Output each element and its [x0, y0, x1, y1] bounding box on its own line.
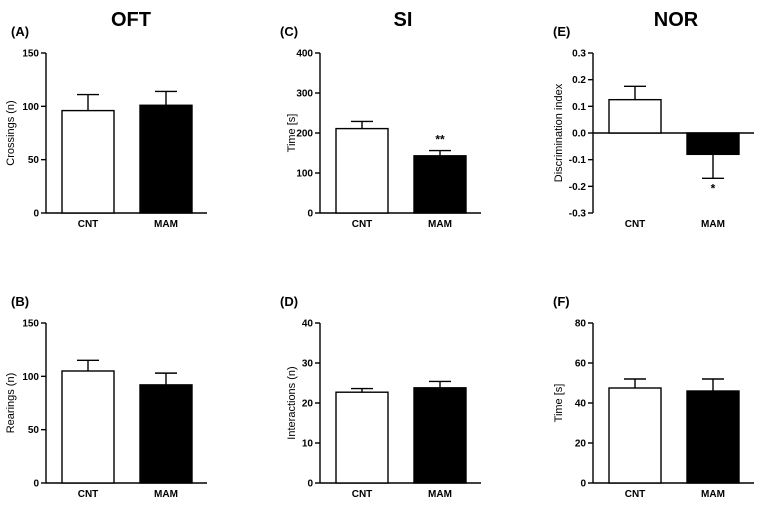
y-tick-label: 150	[22, 319, 39, 330]
y-tick-label: 30	[302, 359, 314, 370]
y-tick-label: 0.1	[572, 102, 586, 113]
y-tick-label: -0.2	[569, 182, 587, 193]
category-label: CNT	[78, 219, 99, 230]
category-label: MAM	[701, 489, 725, 500]
y-tick-label: 40	[575, 399, 587, 410]
bar-mam	[139, 384, 193, 484]
column-title-si: SI	[394, 9, 413, 31]
y-axis-label: Interactions (n)	[286, 366, 298, 439]
y-tick-label: 0	[33, 479, 39, 490]
panel-f: (F) 0 20 40 60 80 Time [s] CNT MAM	[553, 294, 754, 500]
panel-a: (A) 0 50 100 150 Crossings (n) CNT MAM	[5, 24, 207, 230]
y-tick-label: 0	[33, 209, 39, 220]
category-label: CNT	[352, 489, 373, 500]
y-tick-label: 200	[296, 129, 313, 140]
y-tick-label: 100	[22, 372, 39, 383]
panel-e: (E) -0.3 -0.2 -0.1 0.0 0.1 0.2 0.3 Discriminatio…	[553, 24, 754, 230]
y-axis-label: Time [s]	[286, 114, 298, 153]
bar-mam	[686, 390, 740, 484]
y-tick-label: -0.1	[569, 155, 587, 166]
y-tick-label: 150	[22, 49, 39, 60]
y-tick-label: 40	[302, 319, 314, 330]
bar-mam	[413, 155, 467, 214]
y-tick-label: 0	[307, 479, 313, 490]
y-tick-label: 300	[296, 89, 313, 100]
panel-c: (C) 0 100 200 300 400 Time [s] CNT MAM **	[280, 24, 481, 230]
panel-label: (A)	[11, 24, 29, 39]
category-label: CNT	[625, 219, 646, 230]
bar-cnt	[335, 127, 389, 214]
column-title-oft: OFT	[111, 9, 151, 31]
category-label: CNT	[78, 489, 99, 500]
bar-cnt	[61, 109, 115, 214]
bar-cnt	[608, 98, 662, 134]
y-tick-label: 10	[302, 439, 314, 450]
y-tick-label: 50	[28, 425, 40, 436]
column-title-nor: NOR	[654, 9, 699, 31]
category-label: CNT	[352, 219, 373, 230]
panel-label: (E)	[553, 24, 570, 39]
y-tick-label: 0	[307, 209, 313, 220]
y-tick-label: 0.3	[572, 49, 586, 60]
y-tick-label: 0.2	[572, 75, 586, 86]
y-tick-label: 20	[575, 439, 587, 450]
y-axis-label: Crossings (n)	[5, 100, 17, 165]
category-label: MAM	[154, 219, 178, 230]
category-label: MAM	[428, 219, 452, 230]
panel-label: (F)	[553, 294, 570, 309]
panel-label: (B)	[11, 294, 29, 309]
y-tick-label: 60	[575, 359, 587, 370]
category-label: MAM	[428, 489, 452, 500]
significance-marker: *	[711, 181, 716, 195]
y-axis-label: Time [s]	[553, 384, 565, 423]
y-tick-label: 20	[302, 399, 314, 410]
panel-label: (D)	[280, 294, 298, 309]
significance-marker: **	[435, 133, 445, 147]
bar-mam	[139, 104, 193, 214]
y-tick-label: 400	[296, 49, 313, 60]
panel-label: (C)	[280, 24, 298, 39]
category-label: MAM	[154, 489, 178, 500]
y-tick-label: 80	[575, 319, 587, 330]
bar-mam	[686, 132, 740, 156]
bar-cnt	[608, 387, 662, 484]
panel-d: (D) 0 10 20 30 40 Interactions (n) CNT MAM	[280, 294, 481, 500]
category-label: MAM	[701, 219, 725, 230]
panel-b: (B) 0 50 100 150 Rearings (n) CNT MAM	[5, 294, 207, 500]
bar-cnt	[335, 391, 389, 484]
y-tick-label: 50	[28, 155, 40, 166]
y-tick-label: 0.0	[572, 129, 586, 140]
bar-mam	[413, 387, 467, 484]
y-tick-label: 0	[580, 479, 586, 490]
y-tick-label: -0.3	[569, 209, 587, 220]
y-tick-label: 100	[22, 102, 39, 113]
y-tick-label: 100	[296, 169, 313, 180]
y-axis-label: Rearings (n)	[5, 373, 17, 434]
y-axis-label: Discrimination index	[553, 83, 565, 182]
category-label: CNT	[625, 489, 646, 500]
bar-cnt	[61, 370, 115, 484]
